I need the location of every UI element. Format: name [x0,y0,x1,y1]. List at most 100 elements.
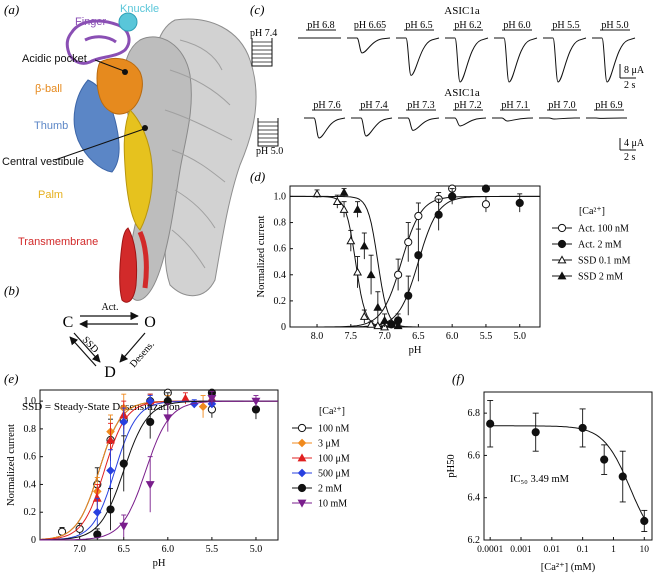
panel-f: (f) 0.0001 0.001 0.01 0.1 1 10 6.2 6.4 6.6 6.8 [Ca… [446,371,653,573]
chart-e-ytick-label-4: 0.8 [24,424,37,435]
chart-d-ylabel: Normalized current [256,215,267,297]
chart-e-point-2-4 [180,393,190,402]
chart-d-point-2-6 [366,319,376,328]
bottom-conditioning-label: pH 5.0 [256,146,283,157]
transition-act-label: Act. [102,302,119,313]
chart-e-ytick-label-2: 0.4 [24,479,37,490]
chart-e-ytick-label-3: 0.6 [24,452,37,463]
legend-d-marker-1 [557,239,567,249]
chart-d-point-3-2 [359,241,369,250]
top-test-label-3: pH 6.2 [454,20,481,31]
chart-d-point-3-3 [366,270,376,279]
chart-d-point-3-0 [339,187,349,196]
chart-d-point-2-5 [359,311,369,320]
arrow-d-to-c [69,336,97,367]
panel-c: (c) ASIC1a pH 7.4 pH 6.8 pH 6.65 pH 6.5 pH … [250,2,645,163]
bottom-current-trace-4 [492,117,534,122]
bottom-test-label-6: pH 6.9 [595,100,622,111]
top-current-trace-2 [396,37,440,76]
chart-e: 7.0 6.5 6.0 5.5 5.0 0 0.2 0.4 0.6 0.8 1.0 pH Normali… [6,388,279,569]
chart-d-xtick-label-5: 5.5 [480,331,493,342]
chart-e-point-4-2 [119,459,128,468]
chart-d-point-2-3 [346,236,356,245]
central-vestibule-label: Central vestibule [2,156,84,168]
chart-d-point-3-6 [386,319,396,328]
chart-e-point-3-3 [145,396,155,406]
chart-d-point-0-2 [404,238,413,247]
chart-e-point-3-1 [106,466,115,475]
chart-e-frame [39,389,279,541]
chart-d-ytick-label-0: 0 [281,322,286,333]
legend-e-marker-4 [297,483,307,493]
top-trace-title: ASIC1a [444,5,480,17]
finger-domain-shape [65,19,131,65]
chart-f-frame [483,391,653,541]
chart-d-xtick-label-4: 6.0 [446,331,459,342]
legend-e-marker-0 [297,423,307,433]
chart-e-point-5-0 [119,522,129,531]
legend-e-entry-2: 100 μM [318,454,350,465]
bottom-current-trace-3 [445,117,487,127]
chart-d-point-2-7 [373,321,383,330]
chart-e-fit-curve-1 [39,400,278,540]
panel-c-label: (c) [250,2,264,17]
top-test-label-4: pH 6.0 [503,20,530,31]
chart-d-point-3-5 [380,315,390,324]
panel-f-label: (f) [452,371,464,386]
top-test-label-6: pH 5.0 [601,20,628,31]
chart-f-ylabel: pH50 [446,454,457,477]
panel-d: (d) 8.0 7.5 7.0 6.5 6.0 5.5 5.0 0 0.2 0.4 0.6 0.8 1.… [250,169,631,356]
legend-e: [Ca²⁺] 100 nM 3 μM 100 μM 500 μM 2 mM 10 mM [292,406,350,510]
chart-d-xlabel: pH [409,345,422,356]
chart-e-xtick-label-2: 6.0 [162,544,175,555]
legend-d-entry-3: SSD 2 mM [578,272,623,283]
chart-d-point-2-1 [332,197,342,206]
chart-e-ytick-label-5: 1.0 [24,396,37,407]
top-current-trace-4 [494,37,538,83]
chart-f: 0.0001 0.001 0.01 0.1 1 10 6.2 6.4 6.6 6.8 [Ca²⁺] … [446,391,653,573]
arrow-o-to-d [119,332,146,363]
legend-e-marker-3 [297,468,307,478]
central-vestibule-marker [142,125,148,131]
beta-ball-domain-shape [96,57,143,115]
bottom-trace-title: ASIC1a [444,87,480,99]
chart-d-ytick-label-3: 0.6 [274,244,287,255]
panel-b: (b) C O D Act. SSD Desens. SSD = Steady-… [4,283,181,413]
legend-d-title: [Ca²⁺] [579,206,605,217]
chart-d-point-2-2 [339,204,349,213]
chart-f-point-2 [578,423,587,433]
bottom-current-trace-1 [351,117,393,137]
transmembrane-label: Transmembrane [18,236,98,248]
chart-d-point-1-2 [404,291,413,300]
chart-f-point-1 [531,428,540,437]
top-conditioning-trace [251,38,273,67]
chart-d-point-3-1 [353,204,363,213]
bottom-test-label-0: pH 7.6 [313,100,340,111]
chart-e-xtick-label-3: 5.5 [206,544,219,555]
top-current-trace-3 [445,37,489,83]
chart-e-point-2-1 [106,435,115,444]
chart-e-xtick-label-4: 5.0 [250,544,263,555]
chart-e-fit-curve-4 [40,400,278,541]
bottom-current-trace-2 [398,117,440,131]
top-conditioning-step [251,38,273,67]
chart-d-xtick-label-3: 6.5 [412,331,425,342]
legend-e-marker-2 [297,453,307,462]
chart-f-fit-curve [490,425,645,519]
legend-e-marker-1 [297,438,307,448]
beta-ball-label: β-ball [35,83,62,95]
chart-e-fit-curve-5 [40,400,278,541]
acidic-pocket-marker [122,69,128,75]
legend-d-entry-2: SSD 0.1 mM [578,256,631,267]
chart-f-xtick-label-0: 0.0001 [477,545,503,555]
chart-f-xtick-label-4: 1 [611,545,616,555]
legend-e-entry-0: 100 nM [318,424,350,435]
bottom-current-trace-0 [304,117,346,139]
state-c: C [63,314,74,331]
chart-d-ytick-label-2: 0.4 [274,270,287,281]
ssd-footnote: SSD = Steady-State Desensitization [22,401,181,413]
bottom-scale-bar: 4 μA 2 s [619,138,645,163]
top-test-label-0: pH 6.8 [307,20,334,31]
chart-f-ytick-label-1: 6.4 [468,493,481,504]
